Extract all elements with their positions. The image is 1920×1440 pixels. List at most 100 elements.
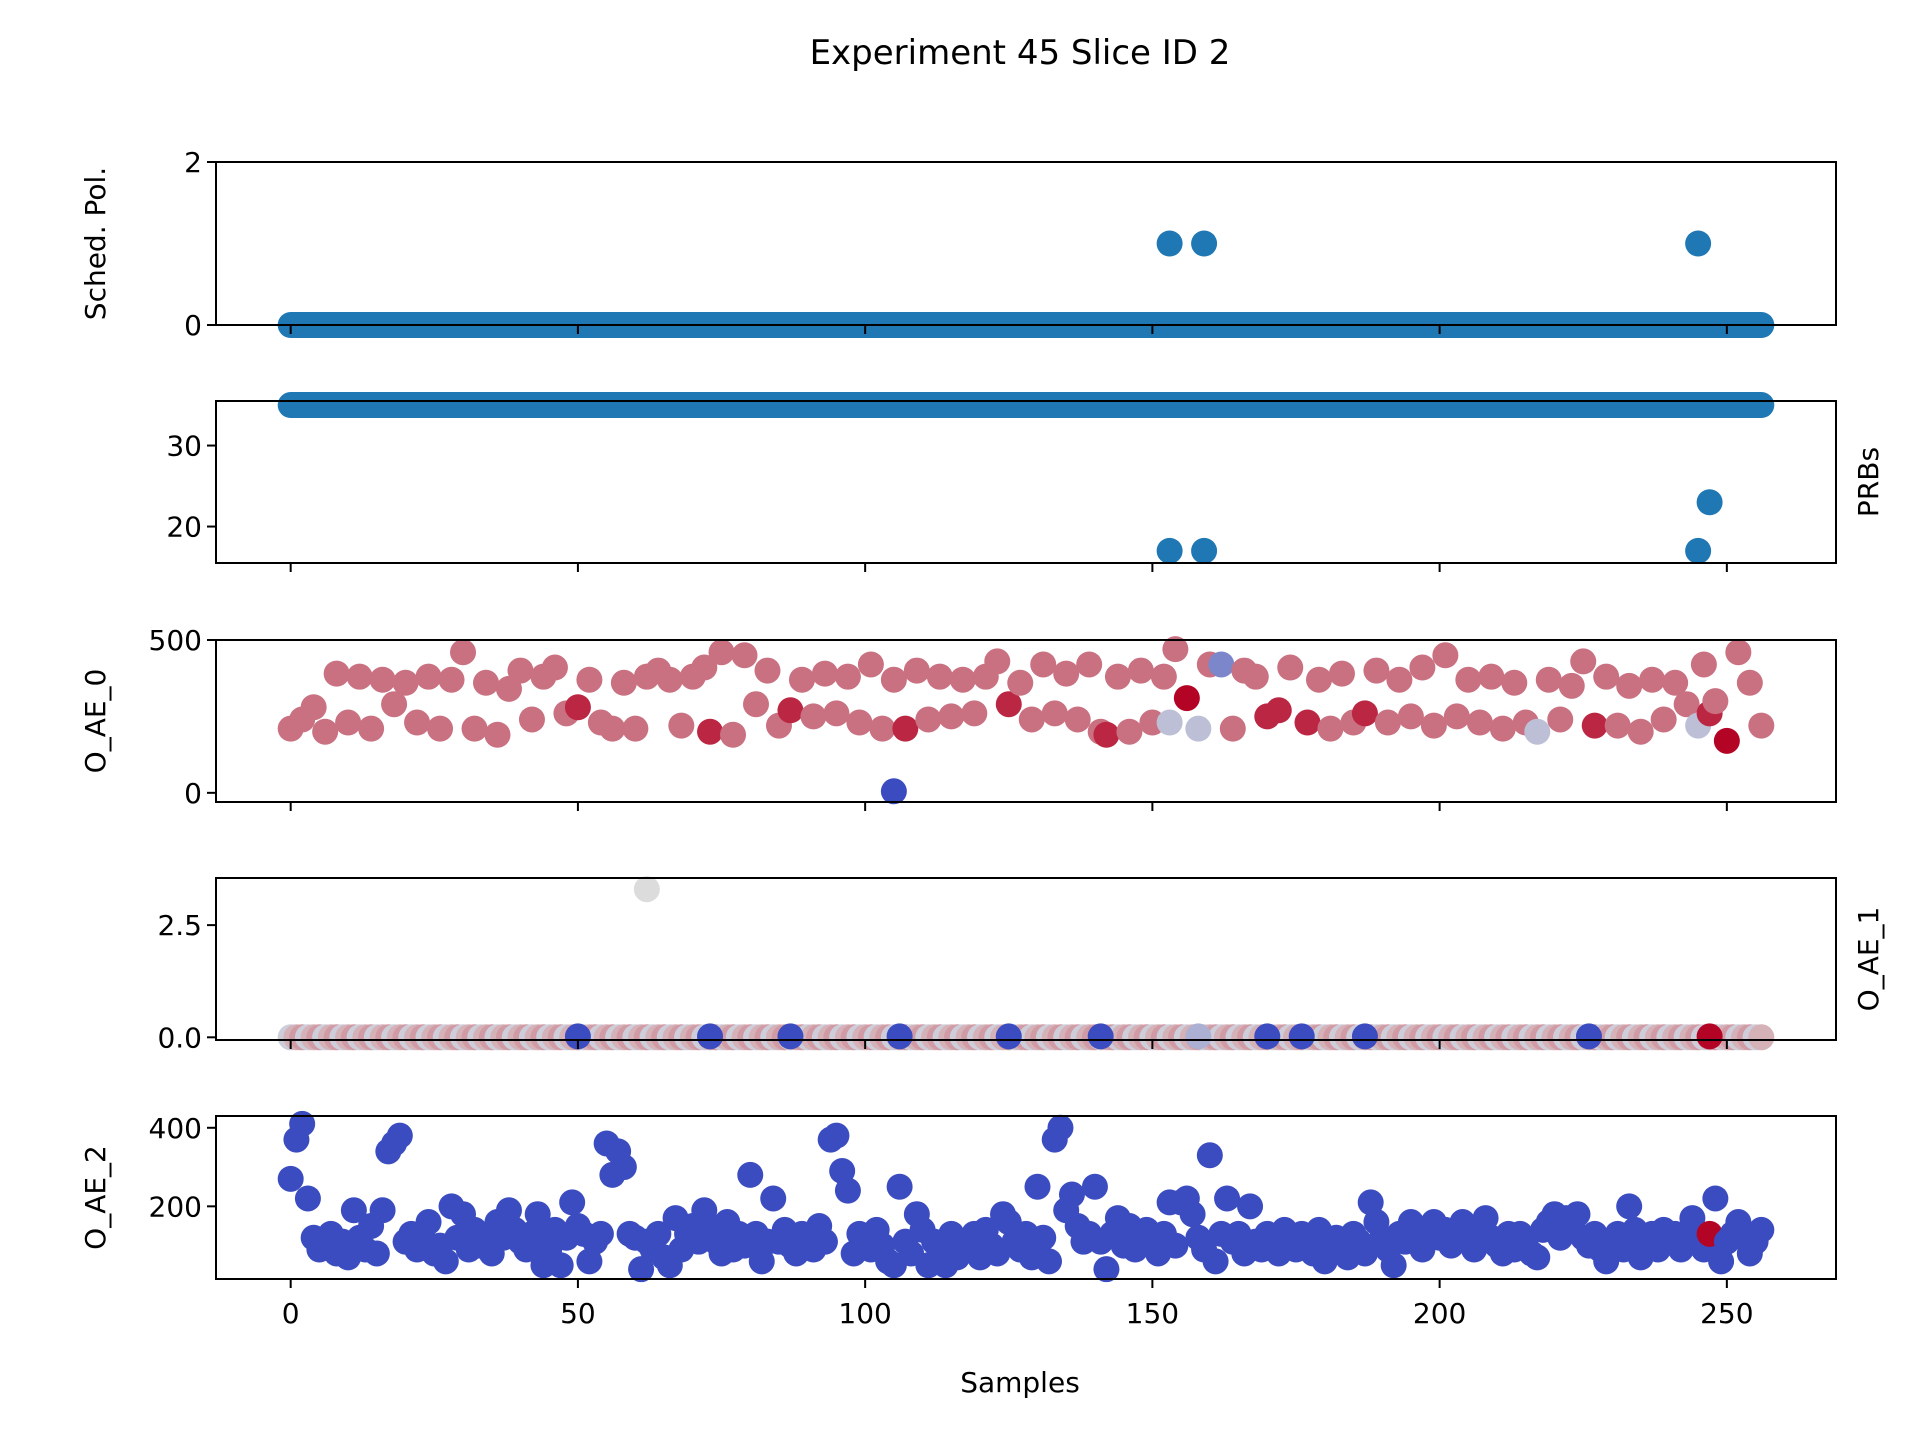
- o-ae-2-point: [1237, 1193, 1264, 1220]
- o-ae-0-point: [720, 721, 747, 748]
- o-ae-1-point: [995, 1023, 1022, 1050]
- o-ae-0-point: [938, 703, 965, 730]
- o-ae-1-ytick-label: 2.5: [157, 909, 202, 942]
- o-ae-0-point: [1466, 709, 1493, 736]
- o-ae-0-point: [473, 669, 499, 696]
- o-ae-1-point: [564, 1023, 591, 1050]
- o-ae-0-point: [1443, 703, 1470, 730]
- o-ae-0-point: [1374, 709, 1401, 736]
- o-ae-2-point: [386, 1122, 413, 1149]
- o-ae-2-point: [829, 1157, 856, 1184]
- o-ae-2-point: [1524, 1244, 1551, 1271]
- o-ae-0-point: [1478, 663, 1505, 690]
- prbs-point: [1191, 537, 1218, 564]
- o-ae-2-point: [1162, 1232, 1189, 1259]
- o-ae-2-point: [645, 1220, 672, 1247]
- o-ae-0-point: [1581, 712, 1608, 739]
- o-ae-2-point: [1196, 1142, 1223, 1169]
- o-ae-0-point: [1627, 718, 1654, 745]
- o-ae-0-point: [484, 721, 511, 748]
- o-ae-0-point: [754, 657, 781, 684]
- o-ae-2-point: [1564, 1201, 1591, 1228]
- o-ae-0-point: [346, 663, 373, 690]
- prbs-ylabel: PRBs: [1852, 447, 1885, 517]
- o-ae-0-point: [323, 660, 350, 687]
- o-ae-0-point: [857, 651, 884, 678]
- o-ae-0-point: [1030, 651, 1057, 678]
- xtick-label: 250: [1700, 1297, 1753, 1330]
- o-ae-0-point: [1328, 660, 1355, 687]
- o-ae-2-point: [495, 1197, 522, 1224]
- o-ae-0-point: [995, 691, 1022, 718]
- o-ae-0-point: [415, 663, 442, 690]
- o-ae-0-point: [1420, 712, 1447, 739]
- o-ae-0-point: [1351, 700, 1378, 727]
- o-ae-2-point: [1030, 1224, 1057, 1251]
- o-ae-0-point: [576, 666, 603, 693]
- xtick-label: 0: [282, 1297, 300, 1330]
- o-ae-0-point: [1064, 706, 1091, 733]
- o-ae-2-ytick-label: 200: [149, 1190, 202, 1223]
- o-ae-2-point: [760, 1185, 787, 1212]
- o-ae-0-point: [461, 715, 488, 742]
- o-ae-0-point: [622, 715, 649, 742]
- o-ae-0-point: [823, 700, 850, 727]
- o-ae-0-point: [1173, 685, 1200, 712]
- o-ae-2-point: [294, 1185, 321, 1212]
- o-ae-2-point: [524, 1201, 551, 1228]
- o-ae-0-point: [731, 642, 758, 669]
- o-ae-2-point: [1214, 1185, 1241, 1212]
- o-ae-1-ylabel: O_AE_1: [1852, 907, 1885, 1012]
- o-ae-2-point: [1702, 1185, 1729, 1212]
- o-ae-0-point: [869, 715, 896, 742]
- o-ae-2-axes-frame: [215, 1115, 1837, 1280]
- o-ae-0-point: [1093, 721, 1120, 748]
- o-ae-0-point: [834, 663, 861, 690]
- o-ae-0-point: [1455, 666, 1482, 693]
- o-ae-2-point: [1616, 1193, 1643, 1220]
- o-ae-0-point: [369, 666, 396, 693]
- o-ae-0-point: [1265, 697, 1292, 724]
- o-ae-0-point: [1570, 648, 1597, 675]
- o-ae-0-ytick-label: 500: [149, 624, 202, 657]
- o-ae-0-point: [1277, 654, 1304, 681]
- o-ae-0-point: [708, 639, 735, 666]
- o-ae-0-point: [1558, 672, 1585, 699]
- o-ae-0-point: [1662, 669, 1689, 696]
- o-ae-0-point: [1162, 636, 1189, 663]
- o-ae-0-point: [777, 697, 804, 724]
- o-ae-0-point: [1116, 718, 1143, 745]
- o-ae-0-point: [1294, 709, 1321, 736]
- o-ae-0-point: [1317, 715, 1344, 742]
- o-ae-0-point: [1242, 663, 1269, 690]
- o-ae-0-point: [610, 669, 637, 696]
- o-ae-2-point: [1024, 1173, 1051, 1200]
- o-ae-2-point: [1202, 1248, 1229, 1275]
- o-ae-0-point: [1725, 639, 1752, 666]
- o-ae-1-axes-frame: [215, 877, 1837, 1041]
- o-ae-0-point: [656, 666, 683, 693]
- o-ae-2-point: [289, 1110, 316, 1137]
- o-ae-0-point: [1489, 715, 1516, 742]
- o-ae-2-point: [415, 1209, 442, 1236]
- o-ae-2-point: [737, 1161, 764, 1188]
- o-ae-2-point: [610, 1154, 637, 1181]
- o-ae-1-point: [1575, 1023, 1602, 1050]
- x-axis-label: Samples: [960, 1366, 1080, 1399]
- o-ae-0-point: [1076, 651, 1103, 678]
- o-ae-0-point: [450, 639, 477, 666]
- o-ae-0-point: [697, 718, 724, 745]
- o-ae-0-point: [1305, 666, 1332, 693]
- o-ae-0-point: [800, 703, 827, 730]
- sched-pol-point: [1685, 230, 1712, 257]
- prbs-point: [1156, 537, 1183, 564]
- o-ae-2-point: [369, 1197, 396, 1224]
- o-ae-0-point: [1363, 657, 1390, 684]
- o-ae-2-point: [363, 1240, 390, 1267]
- o-ae-2-point: [1679, 1205, 1706, 1232]
- o-ae-2-point: [1035, 1248, 1062, 1275]
- o-ae-0-point: [404, 709, 431, 736]
- o-ae-0-point: [599, 715, 626, 742]
- o-ae-0-point: [1432, 642, 1459, 669]
